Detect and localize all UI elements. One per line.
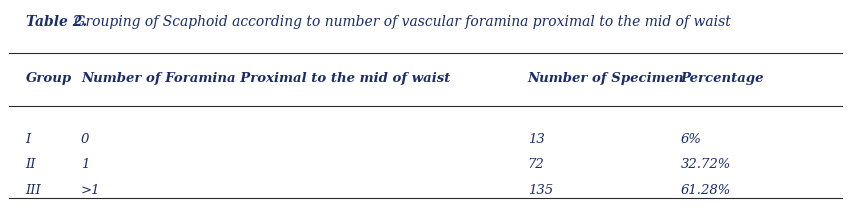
Text: 0: 0 [81, 133, 89, 146]
Text: 1: 1 [81, 158, 89, 171]
Text: I: I [26, 133, 31, 146]
Text: 32.72%: 32.72% [681, 158, 731, 171]
Text: Number of Specimen: Number of Specimen [528, 72, 684, 85]
Text: Grouping of Scaphoid according to number of vascular foramina proximal to the mi: Grouping of Scaphoid according to number… [70, 15, 731, 29]
Text: >1: >1 [81, 184, 100, 197]
Text: Percentage: Percentage [681, 72, 764, 85]
Text: 72: 72 [528, 158, 545, 171]
Text: 135: 135 [528, 184, 553, 197]
Text: 6%: 6% [681, 133, 702, 146]
Text: III: III [26, 184, 42, 197]
Text: 61.28%: 61.28% [681, 184, 731, 197]
Text: 13: 13 [528, 133, 545, 146]
Text: Number of Foramina Proximal to the mid of waist: Number of Foramina Proximal to the mid o… [81, 72, 450, 85]
Text: Group: Group [26, 72, 71, 85]
Text: II: II [26, 158, 36, 171]
Text: Table 2.: Table 2. [26, 15, 87, 29]
